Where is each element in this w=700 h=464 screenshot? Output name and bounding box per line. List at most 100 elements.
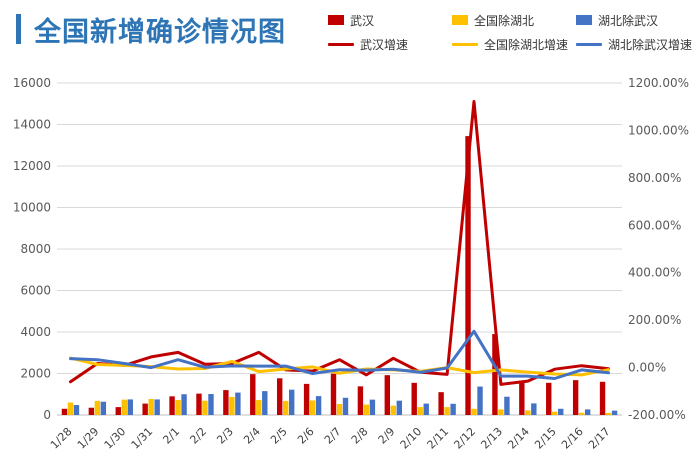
bar-0-2/3 [223, 390, 229, 415]
bar-0-2/17 [599, 381, 606, 415]
y-right-tick-label: 1000.00% [628, 123, 689, 137]
legend-item-hubei-ex-wuhan: 湖北除武汉 [576, 12, 658, 28]
bar-2-2/13 [504, 396, 510, 415]
bar-2-1/29 [100, 401, 107, 415]
y-right-tick-label: -200.00% [628, 408, 686, 422]
x-tick-label: 2/13 [478, 425, 505, 452]
bar-0-2/13 [492, 334, 498, 415]
x-tick-label: 1/28 [48, 425, 75, 452]
bar-1-2/7 [336, 404, 343, 415]
bar-1-2/16 [578, 412, 585, 415]
bar-0-1/31 [142, 403, 148, 415]
bar-0-2/2 [196, 393, 202, 415]
legend-item-national-ex-hubei: 全国除湖北 [452, 12, 534, 28]
x-tick-label: 2/2 [187, 425, 209, 447]
chart-title: 全国新增确诊情况图 [34, 17, 286, 48]
y-right-tick-label: 200.00% [628, 313, 681, 327]
bar-1-2/2 [202, 400, 208, 415]
x-tick-label: 1/29 [75, 425, 102, 452]
x-tick-label: 2/17 [586, 425, 613, 452]
bar-2-2/17 [611, 410, 618, 415]
bar-1-1/29 [94, 400, 101, 415]
y-right-tick-label: 1200.00% [628, 76, 689, 90]
bar-0-2/8 [357, 386, 364, 415]
bar-2-1/31 [154, 399, 160, 415]
legend-label-hubei-ex-wuhan: 湖北除武汉 [598, 13, 659, 28]
bar-2-2/11 [450, 403, 456, 415]
legend-label-hubei-ex-wuhan-growth: 湖北除武汉增速 [608, 37, 693, 52]
bar-1-2/12 [471, 408, 477, 415]
x-tick-label: 2/5 [268, 425, 290, 447]
x-tick-label: 2/3 [214, 425, 236, 447]
y-right-tick-label: 0.00% [628, 361, 666, 375]
legend-line-hubei-ex-wuhan-growth [576, 42, 602, 46]
bar-2-1/30 [127, 399, 133, 415]
bar-1-2/4 [256, 400, 262, 415]
bar-0-2/6 [303, 383, 310, 415]
bar-0-2/16 [572, 380, 579, 415]
series-line-0 [69, 100, 610, 386]
bar-2-2/6 [315, 396, 322, 415]
y-left-tick-label: 2000 [20, 367, 51, 381]
bar-1-2/1 [175, 400, 181, 415]
bar-1-2/6 [309, 400, 316, 415]
bar-2-1/28 [73, 405, 80, 415]
bar-1-2/8 [363, 404, 370, 415]
bar-2-2/14 [531, 403, 537, 415]
x-tick-label: 2/12 [451, 425, 478, 452]
bar-1-2/3 [229, 396, 235, 415]
y-left-tick-label: 12000 [13, 159, 51, 173]
x-tick-label: 2/4 [241, 425, 263, 447]
bar-1-1/28 [67, 402, 74, 415]
bar-0-2/1 [169, 396, 175, 415]
bar-1-2/10 [417, 407, 423, 415]
x-tick-label: 2/1 [160, 425, 182, 447]
bar-0-1/28 [61, 408, 68, 415]
bar-1-2/11 [444, 407, 450, 415]
x-tick-label: 2/8 [349, 425, 371, 447]
x-tick-label: 2/10 [398, 425, 425, 452]
y-left-tick-label: 14000 [13, 118, 51, 132]
x-tick-label: 2/11 [425, 425, 452, 452]
y-right-tick-label: 800.00% [628, 171, 681, 185]
bar-2-2/10 [423, 403, 429, 415]
bar-0-1/29 [88, 407, 95, 415]
legend-label-national-ex-hubei-growth: 全国除湖北增速 [484, 37, 569, 52]
bar-1-1/30 [121, 399, 127, 415]
title-accent-bar [16, 14, 21, 44]
bar-2-2/3 [235, 392, 241, 415]
legend-item-national-ex-hubei-growth: 全国除湖北增速 [452, 36, 568, 52]
bar-0-2/15 [546, 382, 552, 415]
legend-swatch-national-ex-hubei [452, 15, 468, 25]
bar-1-2/13 [498, 409, 504, 415]
series-line-1 [69, 356, 610, 377]
bar-0-1/30 [115, 407, 121, 415]
bar-2-2/9 [396, 400, 403, 415]
legend-swatch-wuhan [328, 15, 344, 25]
bar-2-2/5 [288, 389, 295, 415]
x-tick-label: 2/14 [505, 425, 532, 452]
y-left-tick-label: 16000 [13, 76, 51, 90]
bar-2-2/8 [369, 399, 376, 415]
bar-2-2/2 [208, 394, 214, 415]
legend-item-wuhan: 武汉 [328, 12, 374, 28]
x-tick-label: 2/15 [532, 425, 559, 452]
y-right-tick-label: 400.00% [628, 266, 681, 280]
bar-0-2/14 [519, 380, 525, 415]
x-tick-label: 2/6 [295, 425, 317, 447]
x-tick-label: 2/16 [559, 425, 586, 452]
y-left-tick-label: 8000 [20, 242, 51, 256]
bar-0-2/5 [276, 378, 283, 415]
bar-0-2/4 [250, 374, 256, 415]
legend-swatch-hubei-ex-wuhan [576, 15, 592, 25]
x-tick-label: 2/9 [376, 425, 398, 447]
legend-line-national-ex-hubei-growth [452, 42, 478, 46]
legend-item-hubei-ex-wuhan-growth: 湖北除武汉增速 [576, 36, 692, 52]
bar-1-2/9 [390, 405, 397, 415]
bar-1-2/15 [552, 411, 558, 415]
bar-0-2/12 [465, 136, 471, 415]
bar-2-2/12 [477, 386, 483, 415]
legend-label-wuhan-growth: 武汉增速 [360, 37, 409, 52]
